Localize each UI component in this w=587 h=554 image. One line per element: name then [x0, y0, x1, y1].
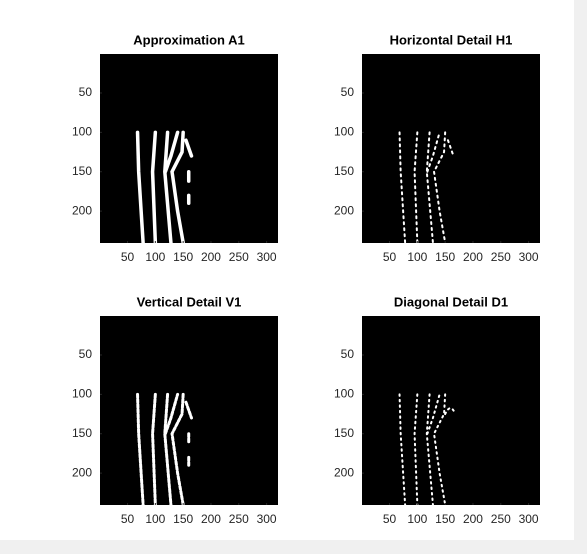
x-tick-label: 100	[407, 512, 427, 526]
y-tick-label: 50	[341, 85, 355, 99]
x-tick-label: 100	[145, 512, 165, 526]
x-tick-label: 300	[519, 512, 539, 526]
x-tick-label: 50	[121, 512, 135, 526]
subplot-title: Diagonal Detail D1	[394, 294, 508, 309]
x-tick-label: 50	[383, 250, 397, 264]
subplot-title: Approximation A1	[133, 32, 244, 47]
x-tick-label: 200	[201, 512, 221, 526]
y-tick-label: 100	[334, 387, 354, 401]
x-tick-label: 100	[145, 250, 165, 264]
x-tick-label: 200	[463, 512, 483, 526]
y-tick-label: 150	[72, 164, 92, 178]
y-tick-label: 50	[79, 347, 93, 361]
x-tick-label: 100	[407, 250, 427, 264]
y-tick-label: 200	[72, 465, 92, 479]
x-tick-label: 300	[519, 250, 539, 264]
y-tick-label: 200	[72, 203, 92, 217]
y-tick-label: 200	[334, 465, 354, 479]
axes-background	[362, 316, 540, 505]
x-tick-label: 250	[229, 250, 249, 264]
x-tick-label: 250	[229, 512, 249, 526]
x-tick-label: 150	[173, 250, 193, 264]
x-tick-label: 200	[463, 250, 483, 264]
x-tick-label: 200	[201, 250, 221, 264]
y-tick-label: 150	[334, 164, 354, 178]
x-tick-label: 300	[257, 512, 277, 526]
x-tick-label: 150	[435, 512, 455, 526]
figure: Approximation A1 50 100 150 200 250 300 50 100 15…	[0, 0, 587, 549]
y-tick-label: 200	[334, 203, 354, 217]
x-tick-label: 150	[435, 250, 455, 264]
x-tick-label: 250	[491, 250, 511, 264]
y-tick-label: 100	[72, 387, 92, 401]
x-tick-label: 250	[491, 512, 511, 526]
x-tick-label: 300	[257, 250, 277, 264]
x-tick-label: 150	[173, 512, 193, 526]
x-tick-label: 50	[383, 512, 397, 526]
y-tick-label: 150	[334, 426, 354, 440]
subplot-title: Horizontal Detail H1	[390, 32, 513, 47]
y-tick-label: 150	[72, 426, 92, 440]
subplot-title: Vertical Detail V1	[137, 294, 242, 309]
y-tick-label: 50	[341, 347, 355, 361]
y-tick-label: 100	[72, 125, 92, 139]
y-tick-label: 100	[334, 125, 354, 139]
x-tick-label: 50	[121, 250, 135, 264]
y-tick-label: 50	[79, 85, 93, 99]
